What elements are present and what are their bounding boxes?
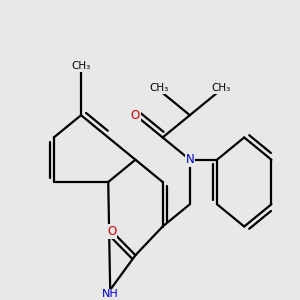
Text: O: O <box>131 109 140 122</box>
Text: CH₃: CH₃ <box>211 83 230 94</box>
Text: CH₃: CH₃ <box>71 61 91 71</box>
Text: O: O <box>107 225 117 238</box>
Text: CH₃: CH₃ <box>149 83 169 94</box>
Text: N: N <box>185 153 194 166</box>
Text: NH: NH <box>102 289 118 299</box>
